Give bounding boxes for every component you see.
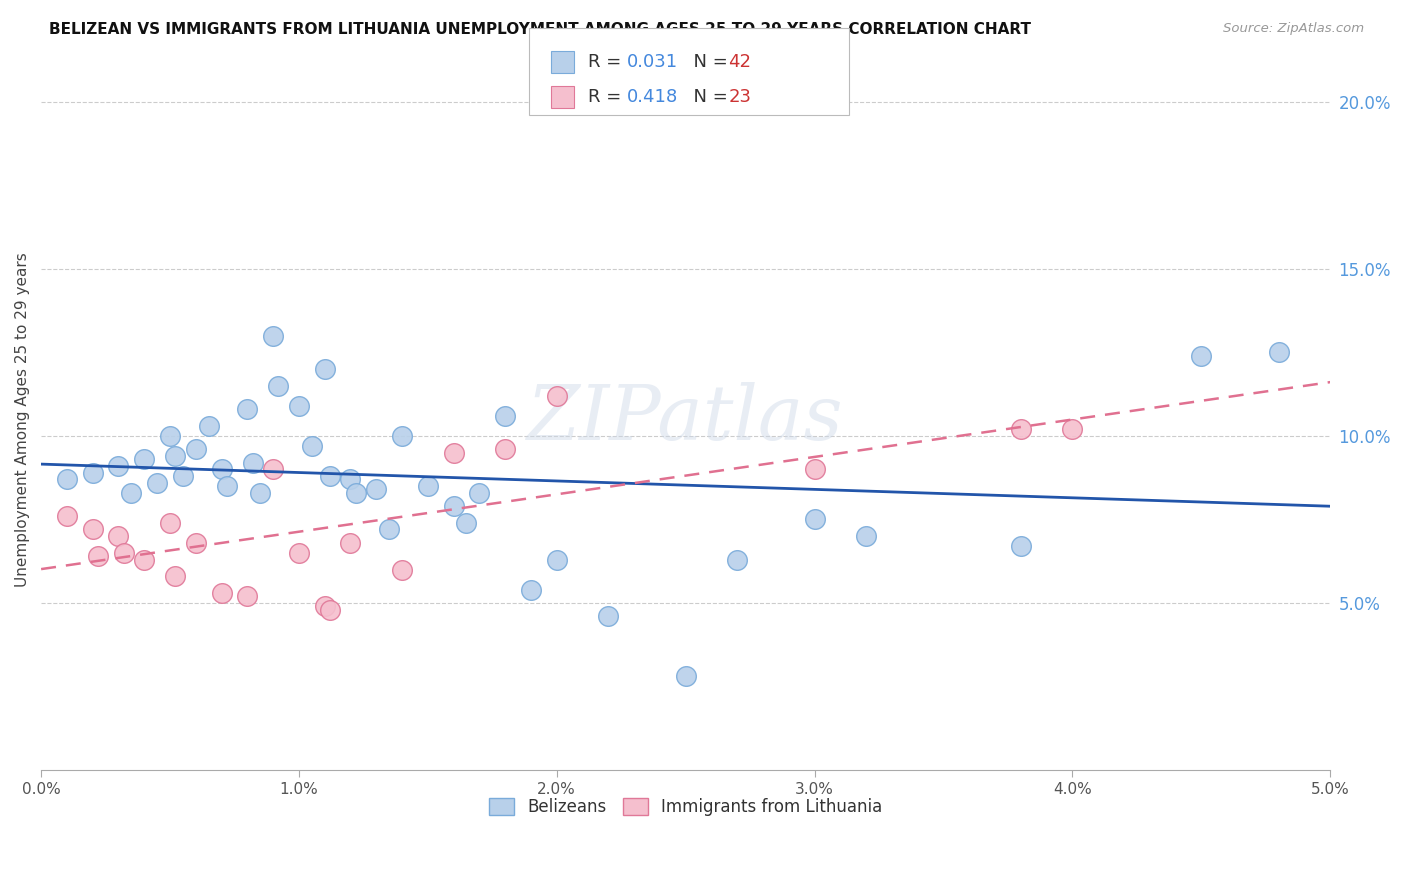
Point [443,445,465,459]
Y-axis label: Unemployment Among Ages 25 to 29 years: Unemployment Among Ages 25 to 29 years [15,252,30,587]
Point [159,516,181,530]
Point [211,462,233,476]
Point [416,479,439,493]
Point [215,479,238,493]
Point [1010,539,1032,553]
Text: 0.031: 0.031 [627,53,678,70]
Point [56,472,79,486]
Text: 42: 42 [728,53,751,70]
Text: BELIZEAN VS IMMIGRANTS FROM LITHUANIA UNEMPLOYMENT AMONG AGES 25 TO 29 YEARS COR: BELIZEAN VS IMMIGRANTS FROM LITHUANIA UN… [49,22,1031,37]
Point [184,536,207,550]
Point [391,563,413,577]
Point [165,569,187,583]
Point [443,499,465,513]
Point [146,475,169,490]
Point [242,456,264,470]
Point [456,516,478,530]
Point [378,523,401,537]
Point [184,442,207,457]
Point [366,483,388,497]
Point [288,546,311,560]
Text: R =: R = [588,88,627,106]
Point [855,529,877,543]
Point [725,552,748,566]
Point [262,462,284,476]
Point [112,546,135,560]
Point [319,469,342,483]
Point [391,429,413,443]
Text: N =: N = [682,53,734,70]
Point [236,402,259,417]
Point [319,602,342,616]
Point [159,429,181,443]
Text: R =: R = [588,53,627,70]
Point [82,466,104,480]
Point [134,552,156,566]
Point [1010,422,1032,436]
Point [107,529,129,543]
Text: 0.418: 0.418 [627,88,678,106]
Point [803,512,825,526]
Point [236,589,259,603]
Point [249,485,271,500]
Point [598,609,620,624]
Text: Source: ZipAtlas.com: Source: ZipAtlas.com [1223,22,1364,36]
Point [339,472,361,486]
Point [494,409,516,423]
Point [1267,345,1289,359]
Point [520,582,543,597]
Point [211,586,233,600]
Point [262,328,284,343]
Text: ZIPatlas: ZIPatlas [527,383,844,457]
Point [120,485,142,500]
Text: N =: N = [682,88,734,106]
Point [1062,422,1084,436]
Point [344,485,367,500]
Point [468,485,491,500]
Point [546,389,568,403]
Point [288,399,311,413]
Legend: Belizeans, Immigrants from Lithuania: Belizeans, Immigrants from Lithuania [481,790,891,825]
Text: 23: 23 [728,88,751,106]
Point [314,362,336,376]
Point [107,458,129,473]
Point [803,462,825,476]
Point [267,379,290,393]
Point [314,599,336,614]
Point [301,439,323,453]
Point [172,469,194,483]
Point [1189,349,1212,363]
Point [82,523,104,537]
Point [87,549,110,564]
Point [197,419,219,434]
Point [339,536,361,550]
Point [134,452,156,467]
Point [56,509,79,524]
Point [675,669,697,683]
Point [165,449,187,463]
Point [546,552,568,566]
Point [494,442,516,457]
